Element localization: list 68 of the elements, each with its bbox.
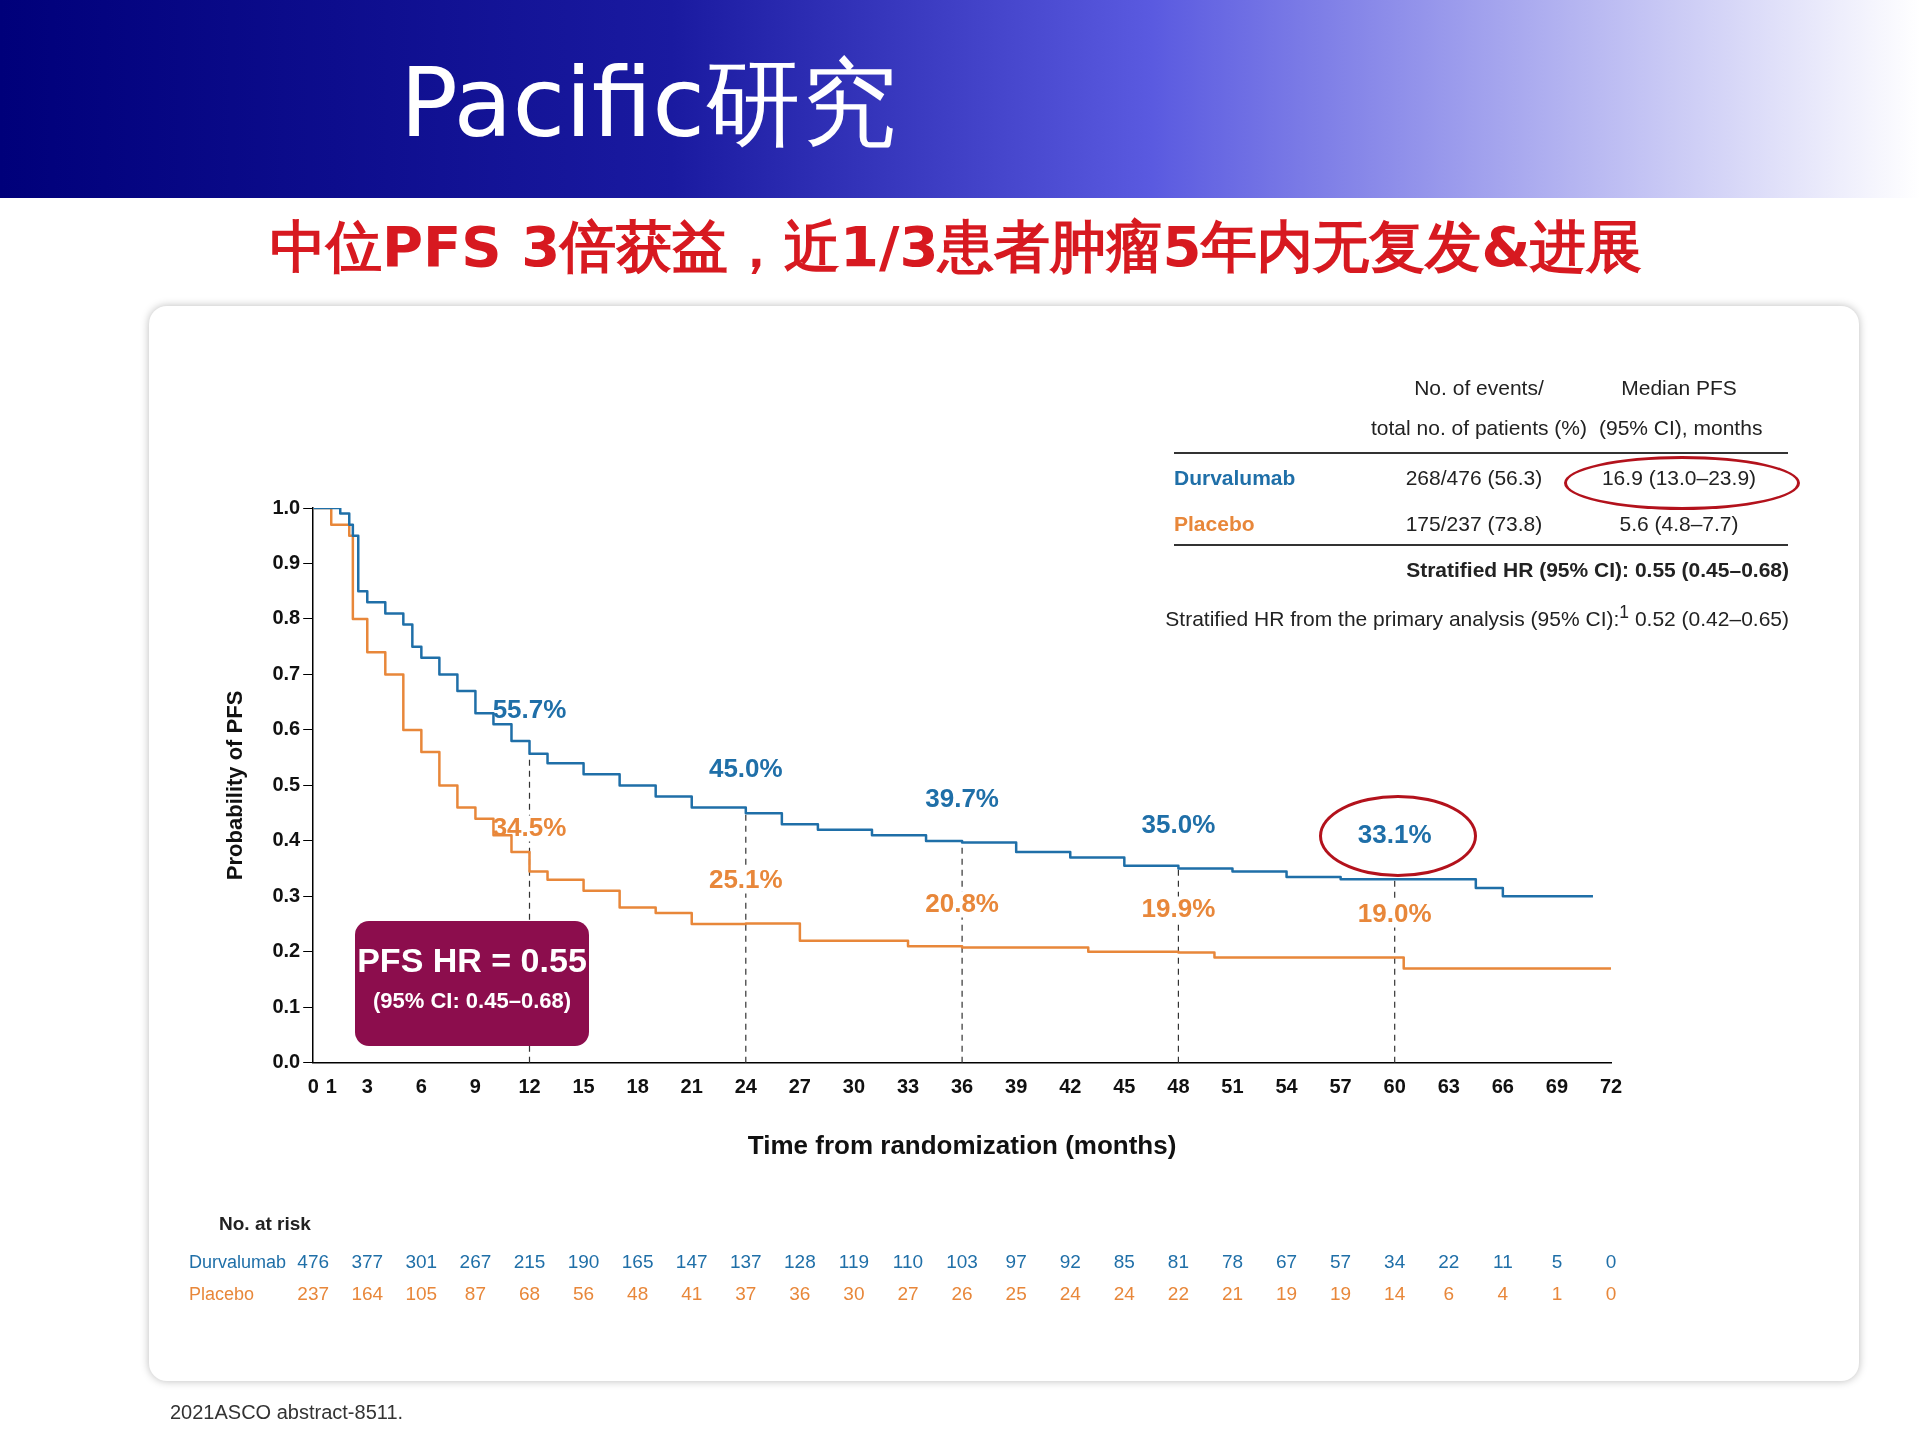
text: No. at risk <box>219 1212 311 1236</box>
y-tick-label: 0.4 <box>272 828 302 851</box>
x-tick-label: 6 <box>415 1075 427 1098</box>
x-tick-label: 27 <box>788 1075 811 1098</box>
x-tick-label: 18 <box>626 1075 649 1098</box>
annotation: Stratified HR from the primary analysis (95% CI):$^{1}$ 0.52 (0.42–0.65) <box>1164 601 1789 632</box>
y-axis-title: Probability of PFS <box>222 690 248 881</box>
x-tick-label: 69 <box>1545 1075 1569 1098</box>
x-tick-label: 45 <box>1113 1075 1136 1098</box>
annotation: 25.1% <box>708 863 783 894</box>
x-tick-label: 15 <box>572 1075 595 1098</box>
annotation: 19.0% <box>1357 897 1432 928</box>
annotation: PFS HR = 0.55 <box>356 941 588 980</box>
x-tick-label: 57 <box>1329 1075 1352 1098</box>
annotation: 175/237 (73.8) <box>1404 511 1544 537</box>
text: 2021ASCO abstract-8511. <box>170 1400 404 1424</box>
text: 237 164 105 87 68 56 48 41 37 36 30 27 26 25 24 24 22 21 19 19 14 6 4 1 0 <box>297 1283 1617 1304</box>
y-tick-label: 0.7 <box>272 661 301 684</box>
x-tick-label: 24 <box>734 1075 758 1098</box>
text: Median PFS (95% CI), months <box>1599 375 1763 441</box>
annotation: Stratified HR (95% CI): 0.55 (0.45–0.68) <box>1405 557 1789 583</box>
y-tick-label: 0.9 <box>272 551 301 573</box>
text: Durvalumab <box>189 1252 287 1272</box>
chart-title: Pacific研究 <box>400 46 898 161</box>
x-tick-label: 60 <box>1383 1075 1406 1098</box>
x-tick-label: 0 <box>307 1075 319 1098</box>
annotation: 45.0% <box>708 753 783 784</box>
text: 268/476 (56.3) <box>1404 465 1544 491</box>
x-tick-label: 1 <box>325 1075 337 1098</box>
text: No. of events/ total no. of patients (%) <box>1370 375 1588 441</box>
x-tick-label: 33 <box>896 1075 920 1098</box>
x-tick-label: 51 <box>1221 1075 1244 1098</box>
x-tick-label: 36 <box>950 1075 974 1098</box>
x-tick-label: 54 <box>1275 1075 1299 1098</box>
x-tick-label: 39 <box>1005 1075 1028 1098</box>
y-tick-label: 0.1 <box>272 994 301 1017</box>
text: 5.6 (4.8–7.7) <box>1618 511 1740 537</box>
x-tick-label: 9 <box>469 1075 481 1098</box>
x-tick-label: 3 <box>361 1075 373 1098</box>
annotation: 19.9% <box>1141 892 1216 923</box>
y-tick-label: 0.0 <box>272 1050 301 1073</box>
y-tick-label: 0.8 <box>272 606 301 629</box>
text: 476 377 301 267 215 190 165 147 137 128 119 110 103 97 92 85 81 78 67 57 34 22 11 5 0 <box>297 1251 1617 1272</box>
x-tick-label: 72 <box>1599 1075 1623 1098</box>
y-tick-label: 0.2 <box>272 939 301 962</box>
annotation: 39.7% <box>925 782 999 813</box>
chart-subtitle: 中位PFS 3倍获益，近1/3患者肿瘤5年内无复发&进展 <box>270 213 1643 281</box>
x-tick-label: 66 <box>1491 1075 1514 1098</box>
y-tick-label: 0.3 <box>272 883 301 906</box>
x-tick-label: 21 <box>680 1075 703 1098</box>
x-axis-title: Time from randomization (months) <box>747 1129 1177 1160</box>
x-tick-label: 48 <box>1167 1075 1190 1098</box>
annotation: 35.0% <box>1141 808 1216 839</box>
y-tick-label: 1.0 <box>272 495 301 518</box>
annotation: 55.7% <box>492 693 567 724</box>
x-tick-label: 30 <box>842 1075 866 1098</box>
annotation: (95% CI: 0.45–0.68) <box>371 988 573 1014</box>
annotation: 20.8% <box>925 887 999 918</box>
y-tick-label: 0.5 <box>272 772 301 795</box>
text: Placebo <box>1174 511 1255 537</box>
text: Placebo <box>189 1284 255 1304</box>
x-tick-label: 63 <box>1437 1075 1460 1098</box>
annotation: 33.1% <box>1357 819 1432 850</box>
text: Durvalumab <box>1174 465 1296 491</box>
text: 16.9 (13.0–23.9) <box>1600 465 1758 491</box>
x-tick-label: 12 <box>518 1075 541 1098</box>
y-tick-label: 0.6 <box>272 717 301 740</box>
x-tick-label: 42 <box>1059 1075 1082 1098</box>
